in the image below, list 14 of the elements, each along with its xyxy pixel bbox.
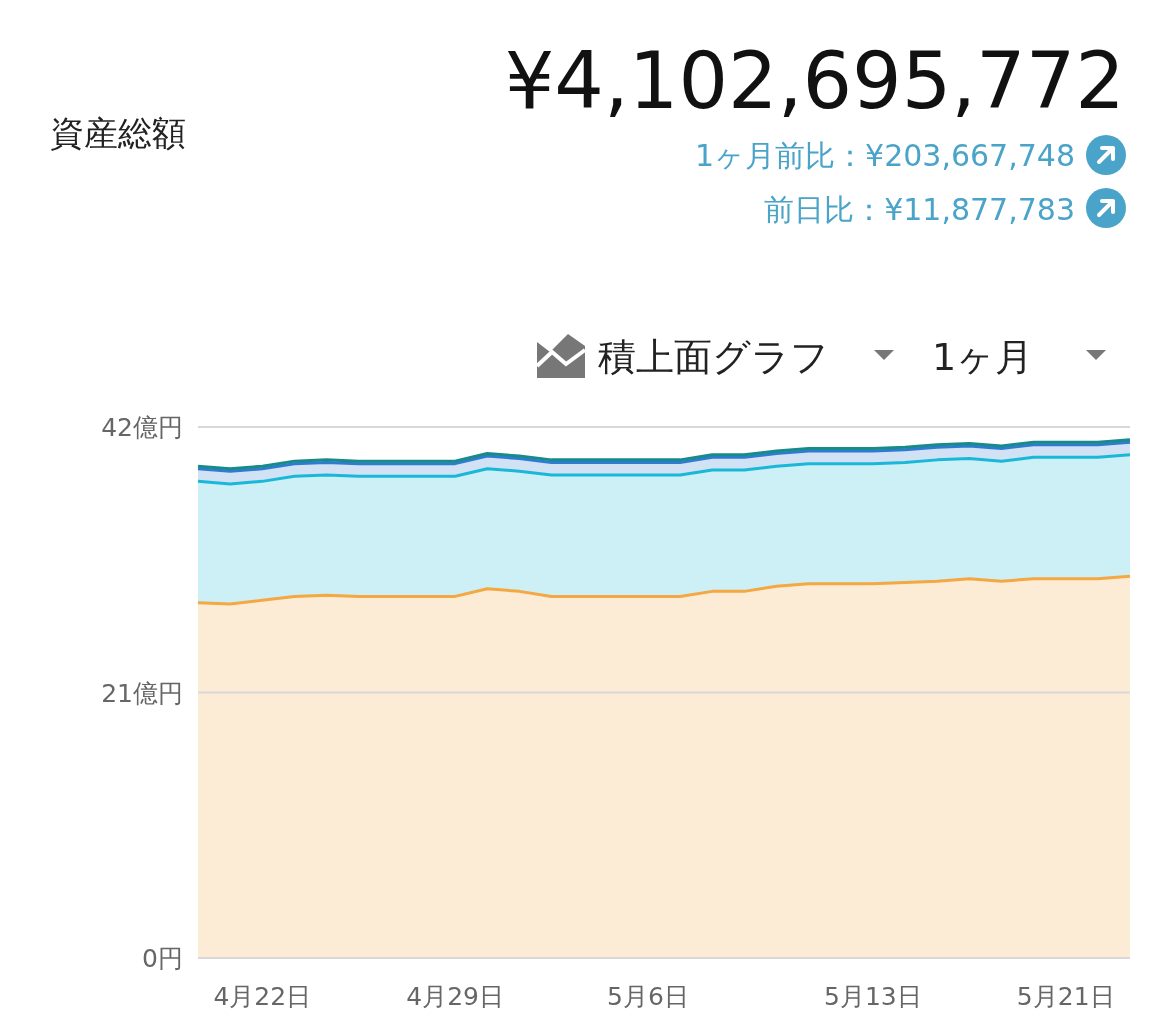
y-tick-label: 42億円	[101, 413, 183, 442]
x-tick-label: 5月6日	[607, 982, 689, 1011]
chart-title: 資産総額	[50, 113, 186, 153]
x-tick-label: 5月13日	[824, 982, 922, 1011]
text: 前日比：¥11,877,783	[764, 192, 1075, 227]
text: 1ヶ月前比：¥203,667,748	[694, 138, 1075, 173]
text: 積上面グラフ	[598, 335, 829, 379]
chart-subtitle: ¥4,102,695,772	[504, 36, 1125, 126]
x-tick-label: 4月22日	[213, 982, 312, 1011]
x-tick-label: 5月21日	[1016, 982, 1115, 1011]
y-tick-label: 21億円	[101, 678, 183, 708]
x-tick-label: 4月29日	[406, 982, 504, 1011]
y-tick-label: 0円	[142, 944, 183, 973]
text: 1ヶ月	[932, 335, 1034, 379]
